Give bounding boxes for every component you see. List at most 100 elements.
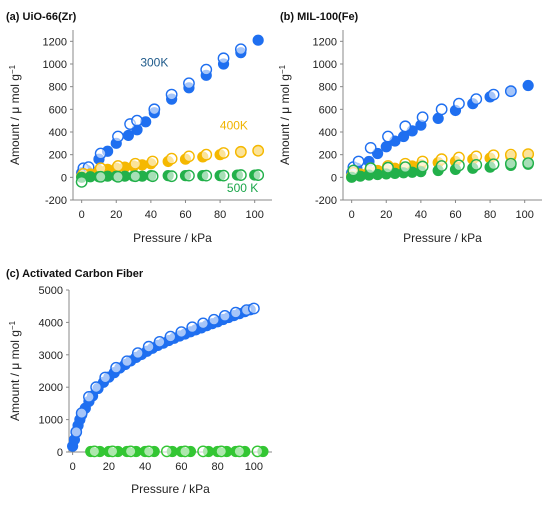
data-point [487,158,500,171]
data-point [229,306,242,319]
data-point [252,169,265,181]
y-tick-label: 600 [319,104,337,116]
x-axis-title: Pressure / kPa [403,231,482,245]
data-point [142,445,155,458]
data-point [121,355,133,368]
data-point [129,170,142,183]
x-tick-label: 40 [415,209,427,221]
data-point [112,130,124,143]
data-point [522,157,535,170]
y-tick-label: 1200 [43,36,67,48]
data-point [197,445,210,458]
data-point [75,407,88,420]
y-axis-title: Amount / μ mol g−1 [8,64,23,165]
data-point [129,157,142,170]
data-point [504,85,517,98]
y-tick-label: -200 [45,195,67,207]
y-tick-label: 3000 [39,350,63,362]
y-tick-label: 1000 [313,59,337,71]
x-tick-label: 0 [70,461,76,473]
data-point [470,158,483,171]
x-tick-label: 80 [212,461,224,473]
y-tick-label: 600 [49,104,67,116]
data-point [352,155,365,168]
data-point [70,426,83,438]
data-point [522,79,534,92]
data-point [435,103,448,116]
x-tick-label: 80 [214,209,226,221]
data-point [416,160,429,173]
data-point [364,141,377,154]
y-tick-label: 5000 [39,285,63,297]
data-point [217,147,230,159]
y-tick-label: 0 [57,447,63,459]
y-tick-label: 200 [319,150,337,162]
data-point [382,161,394,174]
y-tick-label: 2000 [39,382,63,394]
x-tick-label: 0 [349,209,355,221]
series-annotation: 500 K [227,181,258,195]
data-point [112,170,124,183]
x-tick-label: 100 [516,209,534,221]
data-point [106,445,119,458]
data-point [364,162,377,175]
data-point [435,160,448,172]
chart-panel-0: (a) UiO-66(Zr) -200 0 200 400 600 800 1000 1200 0… [6,11,272,245]
y-tick-label: 0 [331,172,337,184]
x-tick-label: 40 [145,209,157,221]
data-point [160,445,173,458]
data-point [200,148,213,161]
series-annotation: 400K [220,119,248,133]
x-axis-title: Pressure / kPa [133,231,212,245]
data-point [217,52,230,65]
y-tick-label: 400 [49,127,67,139]
x-tick-label: 100 [246,209,264,221]
data-point [233,445,246,458]
y-tick-label: 0 [61,172,67,184]
y-tick-label: 400 [319,127,337,139]
data-point [165,152,178,165]
x-tick-label: 20 [110,209,122,221]
data-point [382,130,394,143]
data-point [453,97,465,110]
y-tick-label: 4000 [39,317,63,329]
data-point [186,321,199,334]
data-point [142,340,155,353]
data-point [124,445,137,458]
data-point [83,391,95,403]
chart-panel-1: (b) MIL-100(Fe)-200020040060080010001200… [278,11,542,245]
data-point [146,155,159,168]
x-tick-label: 100 [245,461,263,473]
data-point [165,170,178,183]
y-tick-label: 800 [319,82,337,94]
chart-panel-2: (c) Activated Carbon Fiber01000200030004… [6,268,272,496]
data-point [165,88,178,101]
x-tick-label: 60 [449,209,461,221]
data-point [88,445,101,458]
data-point [179,445,191,458]
data-point [416,111,429,124]
data-point [504,157,517,170]
series-annotation: 300K [140,55,168,69]
data-point [217,169,230,182]
data-point [183,169,195,182]
x-tick-label: 60 [175,461,187,473]
y-axis-title: Amount / μ mol g−1 [278,64,293,165]
data-point [208,313,220,326]
x-tick-label: 80 [484,209,496,221]
y-tick-label: 800 [49,82,67,94]
data-point [183,77,195,90]
data-point [453,159,465,172]
data-point [112,160,124,172]
data-point [90,381,103,394]
x-tick-label: 0 [79,209,85,221]
data-point [470,93,483,106]
y-tick-label: 1000 [43,59,67,71]
data-point [218,310,231,322]
data-point [200,63,213,76]
y-tick-label: 1200 [313,36,337,48]
data-point [234,169,247,181]
data-point [247,302,260,315]
data-point [399,120,412,133]
